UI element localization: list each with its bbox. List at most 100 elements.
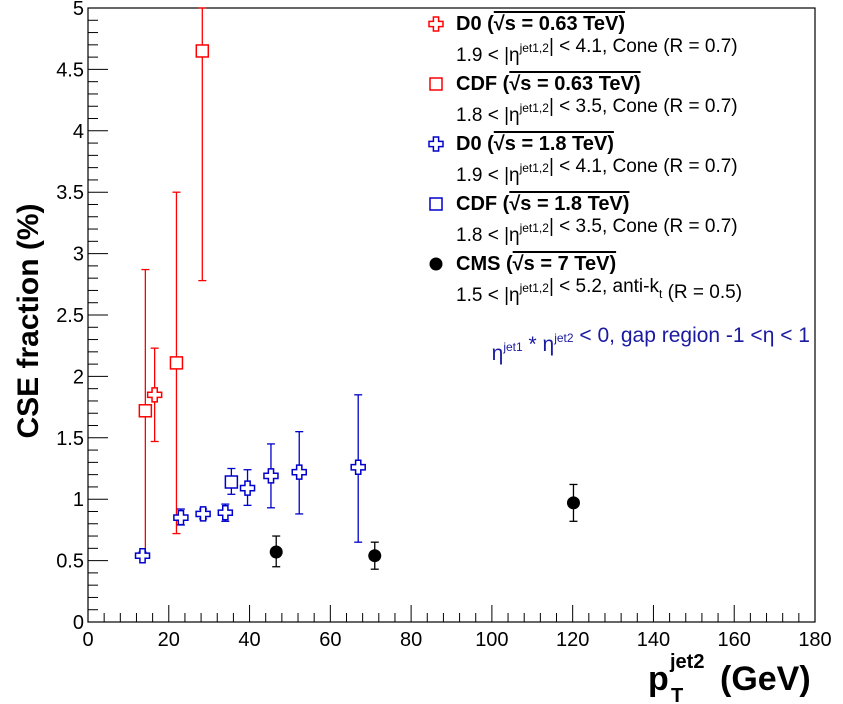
data-point <box>263 468 279 484</box>
text-span: | < 3.5, Cone (R = 0.7) <box>549 96 738 117</box>
data-point <box>291 464 307 480</box>
y-tick-label: 1 <box>73 489 84 511</box>
y-tick-label: 0.5 <box>56 551 84 573</box>
text-span: | < 3.5, Cone (R = 0.7) <box>549 216 738 237</box>
y-tick-label: 0 <box>73 612 84 634</box>
axis-titles: CSE fraction (%)pjet2 T (GeV) <box>12 203 811 704</box>
x-tick-label: 60 <box>319 629 341 651</box>
x-tick-label: 160 <box>718 629 751 651</box>
legend-marker <box>428 136 444 152</box>
data-point <box>169 356 184 370</box>
data-point <box>134 547 151 564</box>
subscript-span: t <box>659 287 663 301</box>
x-tick-label: 0 <box>82 629 93 651</box>
text-span: η <box>492 342 504 365</box>
text-span: CDF ( <box>456 73 510 95</box>
y-tick-label: 4 <box>73 121 84 143</box>
legend-marker <box>429 77 443 91</box>
data-point <box>350 459 366 476</box>
superscript-span: jet2 <box>553 331 574 345</box>
legend-title: CDF (√s = 0.63 TeV) <box>456 73 641 95</box>
superscript-span: jet1,2 <box>519 41 550 55</box>
x-tick-label: 140 <box>637 629 670 651</box>
text-span: 1.9 < |η <box>456 165 520 186</box>
sqrt-span: √s = 0.63 TeV) <box>509 73 640 95</box>
axes: 0 20 40 60 80 100 120 140 160 180 0 0.5 1 1.5 2 2.5 3 3.5… <box>56 0 832 651</box>
legend-subtitle: 1.9 < |ηjet1,2| < 4.1, Cone (R = 0.7) <box>456 36 738 66</box>
data-point <box>368 549 382 563</box>
y-tick-label: 4.5 <box>56 59 84 81</box>
data-points <box>134 7 580 570</box>
series-3 <box>224 467 239 495</box>
superscript-span: jet1 <box>502 340 523 354</box>
y-tick-label: 2.5 <box>56 305 84 327</box>
legend-marker <box>429 257 443 271</box>
text-span: 1.8 < |η <box>456 225 520 246</box>
series-2 <box>134 394 366 564</box>
legend: D0 (√s = 0.63 TeV)1.9 < |ηjet1,2| < 4.1,… <box>428 13 810 365</box>
text-span: | < 4.1, Cone (R = 0.7) <box>549 156 738 177</box>
legend-subtitle: 1.8 < |ηjet1,2| < 3.5, Cone (R = 0.7) <box>456 96 738 126</box>
x-tick-label: 120 <box>556 629 589 651</box>
x-title-superscript: jet2 <box>669 651 704 673</box>
legend-subtitle: 1.9 < |ηjet1,2| < 4.1, Cone (R = 0.7) <box>456 156 738 186</box>
text-span: | < 5.2, anti-k <box>549 276 660 297</box>
data-point <box>239 480 256 496</box>
data-point <box>146 387 163 403</box>
x-tick-label: 100 <box>475 629 508 651</box>
series-1 <box>138 7 210 556</box>
y-tick-label: 1.5 <box>56 428 84 450</box>
text-span: CDF ( <box>456 193 510 215</box>
legend-title: CDF (√s = 1.8 TeV) <box>456 193 629 215</box>
series-0 <box>146 347 163 443</box>
x-tick-label: 80 <box>400 629 422 651</box>
sqrt-span: √s = 0.63 TeV) <box>494 13 625 35</box>
data-point <box>269 545 283 559</box>
text-span: D0 ( <box>456 13 494 35</box>
data-point <box>224 475 239 489</box>
y-tick-label: 3 <box>73 244 84 266</box>
text-span: 1.5 < |η <box>456 285 520 306</box>
x-axis-title: pjet2 T (GeV) <box>648 651 811 704</box>
y-tick-label: 3.5 <box>56 182 84 204</box>
series-4 <box>269 483 580 570</box>
superscript-span: jet1,2 <box>519 161 550 175</box>
text-span: 1.9 < |η <box>456 45 520 66</box>
text-span: CMS ( <box>456 253 513 275</box>
text-span: D0 ( <box>456 133 494 155</box>
legend-title: D0 (√s = 0.63 TeV) <box>456 13 625 35</box>
data-point <box>138 404 153 418</box>
legend-marker <box>428 16 444 32</box>
legend-title: CMS (√s = 7 TeV) <box>456 253 616 275</box>
text-span: (R = 0.5) <box>662 282 742 303</box>
sqrt-span: √s = 7 TeV) <box>513 253 616 275</box>
text-span: 1.8 < |η <box>456 105 520 126</box>
text-span: | < 4.1, Cone (R = 0.7) <box>549 36 738 57</box>
data-point <box>195 506 211 522</box>
superscript-span: jet1,2 <box>519 101 550 115</box>
y-tick-label: 5 <box>73 0 84 20</box>
data-point <box>195 44 210 58</box>
x-title-symbol: p <box>648 660 669 698</box>
x-title-subscript: T <box>671 685 683 704</box>
superscript-span: jet1,2 <box>519 221 550 235</box>
x-tick-label: 40 <box>238 629 260 651</box>
text-span: * η <box>523 333 555 356</box>
legend-subtitle: 1.8 < |ηjet1,2| < 3.5, Cone (R = 0.7) <box>456 216 738 246</box>
x-title-unit: (GeV) <box>720 660 811 698</box>
y-tick-label: 2 <box>73 366 84 388</box>
sqrt-span: √s = 1.8 TeV) <box>509 193 629 215</box>
legend-subtitle: 1.5 < |ηjet1,2| < 5.2, anti-kt (R = 0.5) <box>456 276 742 306</box>
data-point <box>173 509 189 526</box>
chart-annotation: ηjet1 * ηjet2 < 0, gap region -1 <η < 1 <box>492 324 810 365</box>
x-tick-label: 20 <box>158 629 180 651</box>
data-point <box>217 504 234 521</box>
superscript-span: jet1,2 <box>519 281 550 295</box>
data-point <box>566 496 580 510</box>
y-axis-title: CSE fraction (%) <box>12 203 45 438</box>
x-tick-label: 180 <box>798 629 831 651</box>
sqrt-span: √s = 1.8 TeV) <box>494 133 614 155</box>
legend-marker <box>429 197 443 211</box>
text-span: < 0, gap region -1 <η < 1 <box>574 324 810 347</box>
